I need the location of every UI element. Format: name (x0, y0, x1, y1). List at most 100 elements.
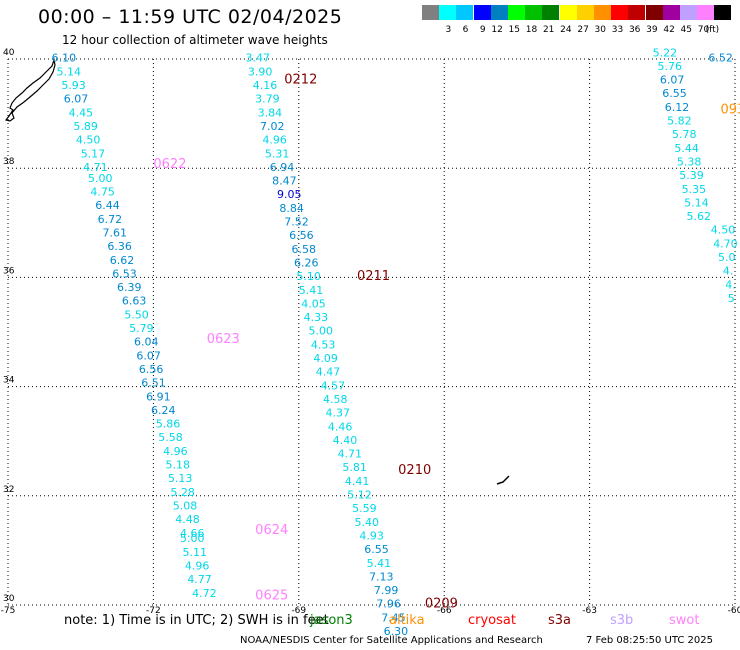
legend-swatch (490, 5, 508, 20)
wave-height-value: 7.52 (284, 216, 309, 229)
wave-height-value: 4.37 (325, 407, 350, 420)
wave-height-value: 5.59 (352, 502, 377, 515)
wave-height-value: 6.62 (110, 254, 135, 267)
wave-height-value: 5.86 (156, 418, 181, 431)
wave-height-value: 5.79 (129, 322, 154, 335)
wave-height-value: 4.66 (180, 527, 205, 540)
wave-height-value: 6.72 (98, 213, 123, 226)
legend-swatch (662, 5, 680, 20)
legend-swatch (456, 5, 474, 20)
pass-time-label: 0623 (207, 332, 240, 347)
satellite-s3a: s3a (548, 613, 572, 628)
wave-height-value: 6.44 (95, 199, 120, 212)
wave-height-value: 4.50 (711, 224, 736, 237)
lat-tick-label: 34 (3, 376, 15, 386)
wave-height-value: 5.22 (653, 46, 678, 59)
wave-height-value: 5.89 (73, 120, 98, 133)
wave-height-value: 5.00 (308, 325, 333, 338)
wave-height-value: 5.50 (124, 308, 149, 321)
lon-tick-label: -66 (437, 606, 452, 616)
wave-height-value: 4.58 (323, 393, 348, 406)
wave-height-value: 6.56 (289, 229, 314, 242)
wave-height-value: 4.77 (187, 573, 212, 586)
wave-height-value: 5.28 (170, 486, 195, 499)
wave-height-value: 6.12 (665, 101, 690, 114)
credit-line: NOAA/NESDIS Center for Satellite Applica… (240, 635, 543, 646)
legend-unit: (ft) (705, 25, 720, 35)
wave-height-value: 5.17 (81, 147, 106, 160)
wave-height-value: 6.51 (141, 377, 166, 390)
pass-time-label: 0625 (255, 589, 288, 604)
lon-tick-label: -72 (146, 606, 161, 616)
wave-height-value: 6.52 (708, 52, 733, 65)
wave-height-value: 4.96 (262, 134, 287, 147)
wave-height-value: 4.93 (359, 529, 384, 542)
wave-height-value: 5.62 (687, 210, 712, 223)
wave-height-value: 4.33 (304, 311, 329, 324)
wave-height-value: 4.75 (90, 186, 115, 199)
wave-height-value: 6.39 (117, 281, 142, 294)
legend-swatch (473, 5, 491, 20)
lat-tick-label: 40 (3, 48, 15, 58)
wave-height-value: 6.56 (139, 363, 164, 376)
wave-height-value: 6.58 (292, 243, 317, 256)
wave-height-value: 5 (728, 292, 735, 305)
wave-height-value: 6.55 (364, 543, 389, 556)
wave-height-value: 5.31 (265, 147, 290, 160)
wave-height-value: 4.45 (69, 106, 94, 119)
wave-height-value: 4.71 (83, 161, 108, 174)
legend-label: 24 (560, 25, 572, 35)
pass-time-label: 0210 (398, 463, 431, 478)
wave-height-value: 4.70 (713, 237, 738, 250)
legend-swatch (508, 5, 525, 20)
legend-swatch (680, 5, 697, 20)
wave-height-value: 8.84 (279, 202, 304, 215)
lat-tick-label: 38 (3, 157, 15, 167)
legend-swatch (628, 5, 646, 20)
legend-swatch (559, 5, 577, 20)
legend-label: 15 (508, 25, 520, 35)
wave-height-value: 7.02 (260, 120, 285, 133)
wave-height-value: 4.57 (321, 379, 346, 392)
wave-height-value: 5.0 (718, 251, 736, 264)
wave-height-value: 3.84 (258, 106, 283, 119)
wave-height-value: 4. (723, 265, 734, 278)
wave-height-value: 5.00 (88, 172, 113, 185)
wave-height-value: 4.53 (311, 338, 336, 351)
wave-height-value: 6.63 (122, 295, 147, 308)
wave-height-value: 4.48 (175, 513, 200, 526)
wave-height-value: 4. (725, 278, 736, 291)
wave-height-value: 5.76 (657, 60, 682, 73)
satellite-jason3: jason3 (310, 613, 353, 628)
lat-tick-label: 32 (3, 485, 14, 495)
wave-height-value: 5.14 (684, 196, 709, 209)
wave-height-value: 4.96 (185, 560, 210, 573)
wave-height-value: 6.55 (662, 87, 687, 100)
legend-swatch (542, 5, 560, 20)
lon-tick-label: -69 (291, 606, 306, 616)
wave-height-value: 3.79 (255, 93, 280, 106)
legend-label: 12 (491, 25, 503, 35)
legend-swatch (439, 5, 457, 20)
legend-label: 21 (542, 25, 555, 35)
wave-height-value: 4.09 (313, 352, 338, 365)
wave-height-value: 5.11 (182, 546, 207, 559)
bermuda-island (496, 475, 510, 485)
legend-label: 30 (594, 25, 606, 35)
wave-height-value: 4.96 (163, 445, 188, 458)
wave-height-value: 5.41 (367, 557, 392, 570)
wave-height-value: 6.30 (384, 625, 409, 638)
legend-label: 27 (577, 25, 589, 35)
wave-height-value: 5.82 (667, 115, 692, 128)
wave-height-value: 7.99 (374, 584, 399, 597)
wave-height-value: 5.93 (61, 79, 86, 92)
legend-label: 42 (663, 25, 675, 35)
wave-height-value: 6.07 (136, 349, 161, 362)
wave-height-value: 5.44 (674, 142, 699, 155)
legend-swatch (525, 5, 543, 20)
pass-time-label: 0212 (284, 73, 317, 88)
lon-tick-label: -75 (1, 606, 16, 616)
wave-height-value: 6.94 (270, 161, 295, 174)
footer-note: note: 1) Time is in UTC; 2) SWH is in fe… (64, 613, 329, 628)
wave-height-value: 6.10 (52, 52, 76, 65)
